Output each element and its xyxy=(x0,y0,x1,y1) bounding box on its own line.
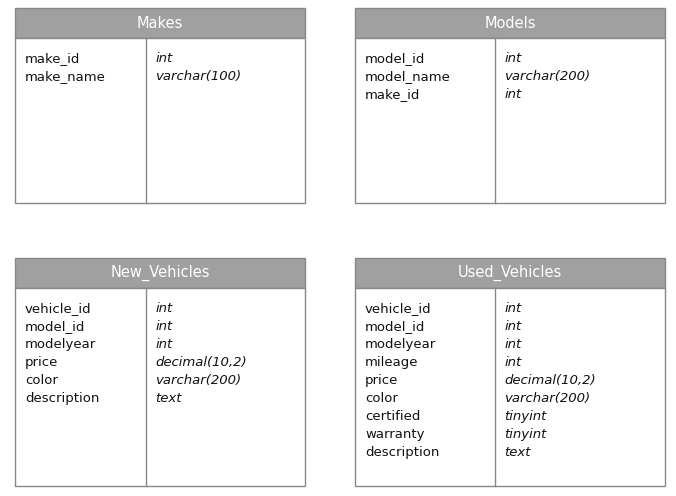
Text: varchar(200): varchar(200) xyxy=(155,374,241,387)
Text: make_name: make_name xyxy=(25,70,106,83)
Text: int: int xyxy=(155,302,173,315)
Text: int: int xyxy=(504,52,522,65)
Text: int: int xyxy=(155,320,173,333)
Text: color: color xyxy=(25,374,58,387)
Text: make_id: make_id xyxy=(25,52,80,65)
Text: int: int xyxy=(504,320,522,333)
Text: certified: certified xyxy=(365,410,420,423)
Bar xyxy=(15,8,305,38)
Text: varchar(200): varchar(200) xyxy=(504,392,591,405)
Text: tinyint: tinyint xyxy=(504,428,547,441)
Bar xyxy=(15,38,305,203)
Text: color: color xyxy=(365,392,398,405)
Text: vehicle_id: vehicle_id xyxy=(25,302,92,315)
Text: modelyear: modelyear xyxy=(25,338,96,351)
Text: model_name: model_name xyxy=(365,70,451,83)
Text: decimal(10,2): decimal(10,2) xyxy=(504,374,596,387)
Text: Makes: Makes xyxy=(137,15,183,30)
Text: tinyint: tinyint xyxy=(504,410,547,423)
Text: int: int xyxy=(504,88,522,101)
Text: make_id: make_id xyxy=(365,88,420,101)
Text: int: int xyxy=(155,338,173,351)
Text: varchar(200): varchar(200) xyxy=(504,70,591,83)
Text: modelyear: modelyear xyxy=(365,338,436,351)
Text: text: text xyxy=(155,392,182,405)
Text: warranty: warranty xyxy=(365,428,425,441)
Text: model_id: model_id xyxy=(365,52,425,65)
Text: description: description xyxy=(365,446,439,459)
Bar xyxy=(355,38,665,203)
Text: int: int xyxy=(504,302,522,315)
Text: description: description xyxy=(25,392,99,405)
Text: Models: Models xyxy=(484,15,536,30)
Text: vehicle_id: vehicle_id xyxy=(365,302,431,315)
Text: New_Vehicles: New_Vehicles xyxy=(110,265,210,281)
Text: price: price xyxy=(365,374,398,387)
Text: Used_Vehicles: Used_Vehicles xyxy=(458,265,562,281)
Text: price: price xyxy=(25,356,58,369)
Text: int: int xyxy=(504,338,522,351)
Bar xyxy=(15,258,305,288)
Text: int: int xyxy=(155,52,173,65)
Bar xyxy=(355,258,665,288)
Text: mileage: mileage xyxy=(365,356,418,369)
Text: decimal(10,2): decimal(10,2) xyxy=(155,356,247,369)
Bar xyxy=(355,288,665,486)
Text: text: text xyxy=(504,446,531,459)
Text: varchar(100): varchar(100) xyxy=(155,70,241,83)
Text: model_id: model_id xyxy=(25,320,85,333)
Bar xyxy=(355,8,665,38)
Bar xyxy=(15,288,305,486)
Text: int: int xyxy=(504,356,522,369)
Text: model_id: model_id xyxy=(365,320,425,333)
